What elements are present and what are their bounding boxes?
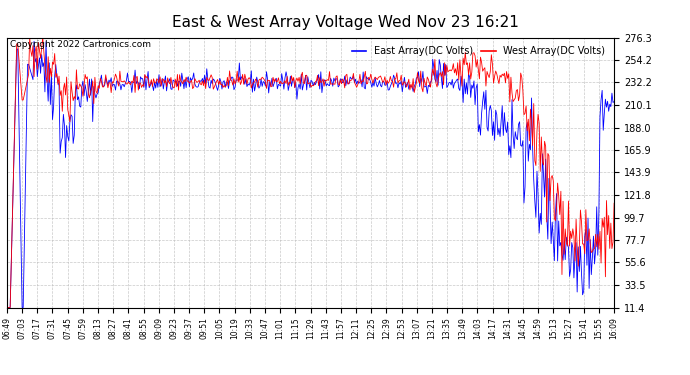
Legend: East Array(DC Volts), West Array(DC Volts): East Array(DC Volts), West Array(DC Volt… xyxy=(348,42,609,60)
Text: East & West Array Voltage Wed Nov 23 16:21: East & West Array Voltage Wed Nov 23 16:… xyxy=(172,15,518,30)
Text: Copyright 2022 Cartronics.com: Copyright 2022 Cartronics.com xyxy=(10,40,151,49)
